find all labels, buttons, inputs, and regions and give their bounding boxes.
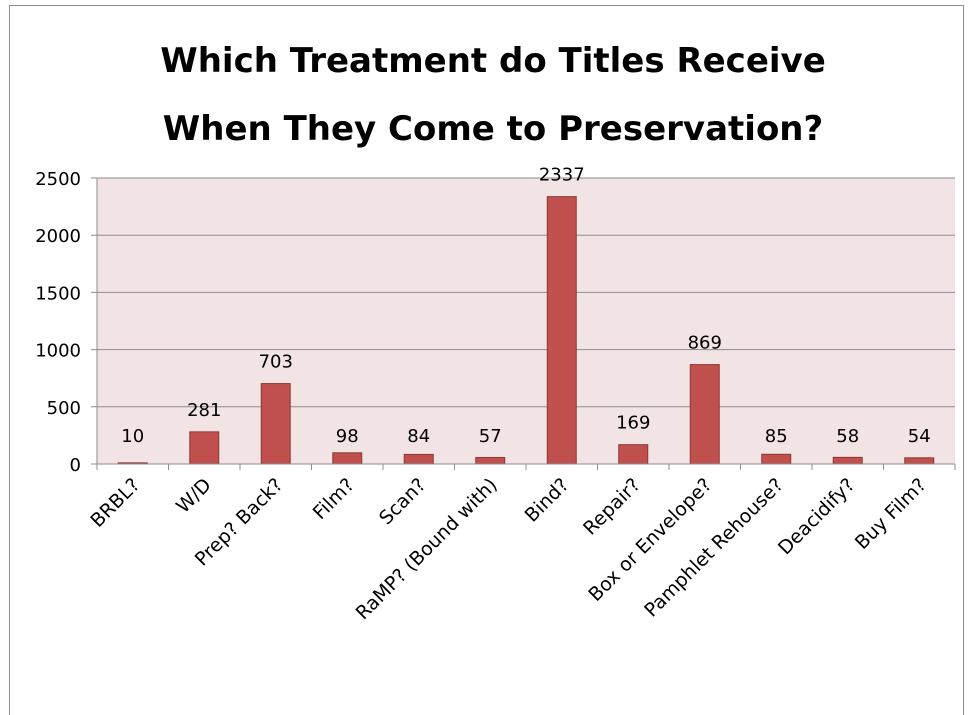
- x-tick-label: Bind?: [521, 474, 574, 527]
- x-tick-label: BRBL?: [86, 474, 144, 532]
- bar: [475, 456, 506, 465]
- x-tick-label: Pamphlet Rehouse?: [640, 474, 788, 622]
- y-tick-label: 1000: [35, 341, 81, 362]
- y-tick-label: 2000: [35, 226, 81, 247]
- data-label: 58: [836, 426, 859, 447]
- x-tick-label: W/D: [172, 474, 216, 518]
- data-label: 98: [336, 426, 359, 447]
- data-label: 10: [121, 426, 144, 447]
- bar: [832, 456, 863, 465]
- y-tick-label: 1500: [35, 283, 81, 304]
- x-tick-label: Buy Film?: [851, 474, 931, 554]
- data-label: 869: [688, 333, 722, 354]
- chart-title-line-1: Which Treatment do Titles Receive: [160, 41, 826, 81]
- x-tick-label: RaMP? (Bound with): [352, 474, 502, 624]
- data-label: 54: [908, 426, 931, 447]
- data-label: 84: [407, 426, 430, 447]
- data-label: 281: [187, 400, 221, 421]
- data-label: 2337: [539, 165, 585, 186]
- bar: [403, 453, 434, 465]
- data-label: 57: [479, 426, 502, 447]
- data-label: 85: [765, 426, 788, 447]
- bar: [904, 457, 935, 465]
- chart-title: Which Treatment do Titles Receive When T…: [160, 41, 826, 149]
- bar: [332, 452, 363, 465]
- bar: [618, 444, 649, 465]
- y-tick-label: 0: [70, 455, 81, 476]
- y-tick-label: 500: [47, 398, 81, 419]
- bar: [546, 196, 577, 465]
- x-tick-label: Box or Envelope?: [584, 474, 716, 606]
- bar: [260, 383, 291, 465]
- bar: [689, 364, 720, 465]
- chart-title-line-2: When They Come to Preservation?: [163, 109, 823, 149]
- x-tick-label: Repair?: [579, 474, 645, 540]
- data-label: 703: [259, 352, 293, 373]
- x-tick-label: Film?: [309, 474, 359, 524]
- y-tick-label: 2500: [35, 169, 81, 190]
- bar: [761, 453, 792, 465]
- x-tick-label: Scan?: [375, 474, 430, 529]
- x-tick-label: Deacidify?: [774, 474, 859, 559]
- data-labels: 10 281 703 98 84 57 2337 169 869 85 58 54: [121, 165, 930, 447]
- bar: [189, 431, 220, 465]
- y-axis: 0 500 1000 1500 2000 2500: [35, 169, 98, 476]
- data-label: 169: [616, 413, 650, 434]
- plot-area: [97, 178, 955, 464]
